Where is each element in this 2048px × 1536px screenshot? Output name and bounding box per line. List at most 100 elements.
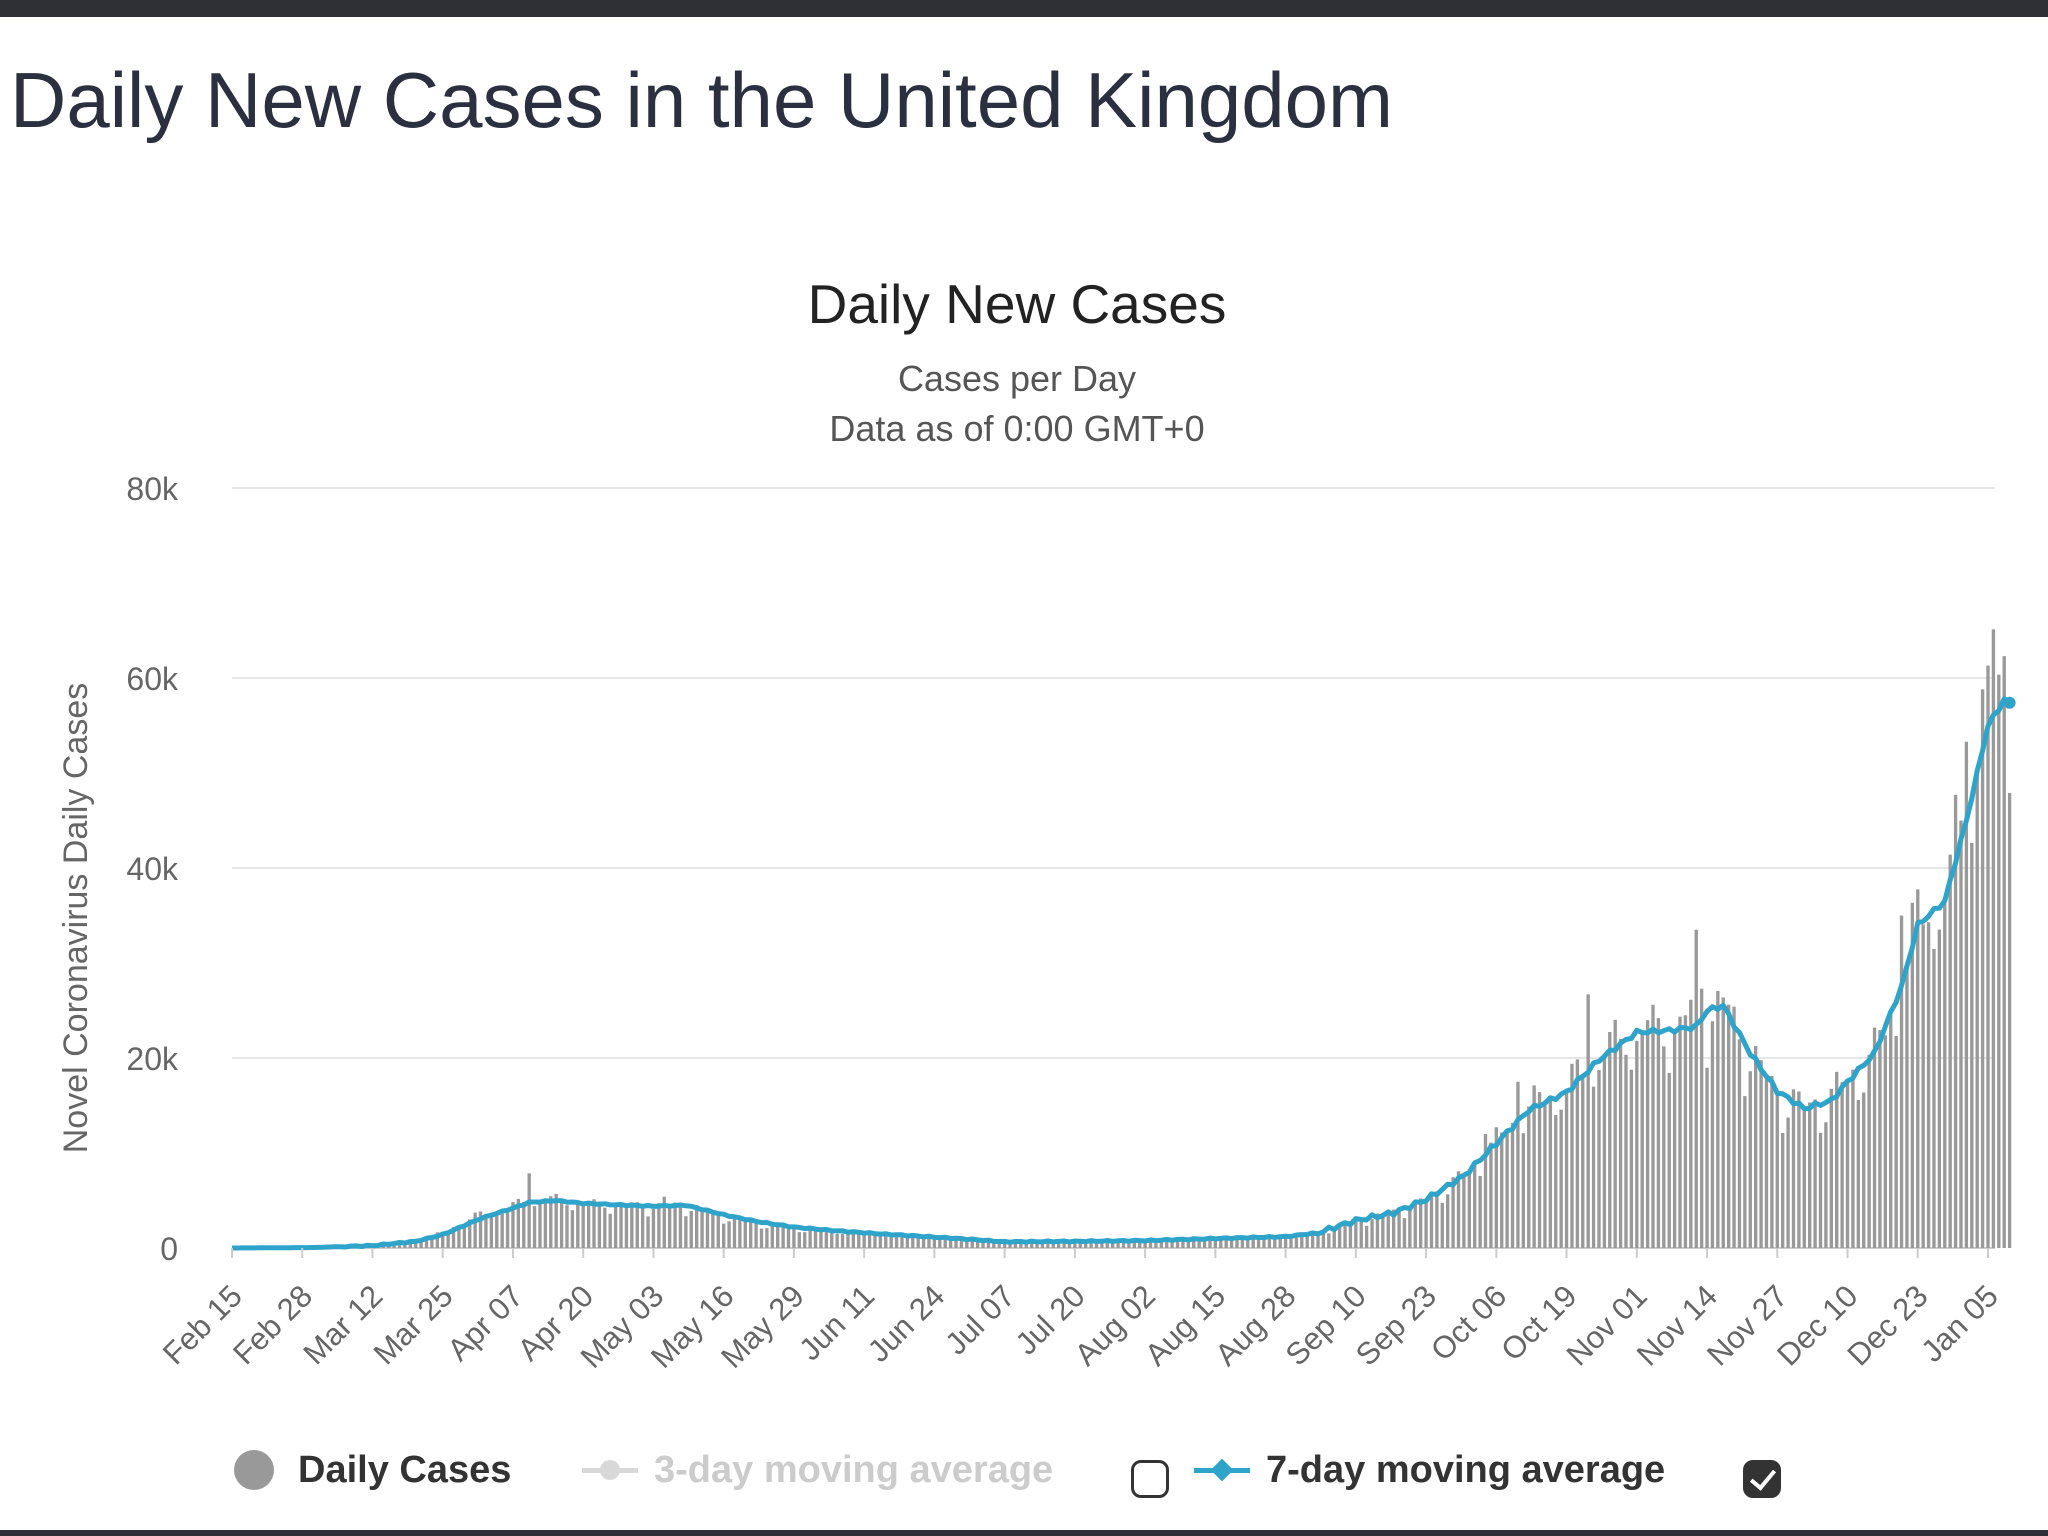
- daily-case-bar: [1564, 1091, 1569, 1248]
- daily-case-bar: [554, 1193, 558, 1248]
- daily-case-bar: [997, 1240, 1001, 1248]
- daily-case-bar: [1224, 1238, 1228, 1248]
- daily-case-bar: [489, 1212, 494, 1248]
- daily-case-bar: [786, 1228, 791, 1248]
- daily-case-bar: [992, 1241, 996, 1248]
- daily-case-bar: [1132, 1240, 1136, 1248]
- daily-case-bar: [705, 1211, 710, 1248]
- daily-case-bar: [538, 1202, 542, 1248]
- legend-daily-cases[interactable]: Daily Cases: [234, 1440, 511, 1500]
- daily-case-bar: [684, 1216, 688, 1248]
- daily-case-bar: [1051, 1240, 1055, 1248]
- daily-case-bar: [1364, 1225, 1369, 1248]
- daily-case-bar: [586, 1202, 591, 1248]
- daily-case-bar: [1721, 997, 1725, 1248]
- daily-case-bar: [1321, 1232, 1326, 1248]
- daily-case-bar: [1813, 1099, 1817, 1248]
- daily-case-bar: [1489, 1142, 1493, 1248]
- daily-case-bar: [1986, 665, 1990, 1248]
- daily-case-bar: [1256, 1237, 1261, 1248]
- daily-case-bar: [1084, 1241, 1088, 1248]
- daily-case-bar: [1111, 1240, 1115, 1248]
- daily-case-bar: [527, 1173, 531, 1248]
- x-tick-label: Jun 24: [861, 1278, 952, 1369]
- daily-case-bar: [1078, 1240, 1082, 1248]
- daily-case-bar: [1948, 854, 1952, 1248]
- daily-case-bar: [1435, 1191, 1439, 1248]
- daily-case-bar: [824, 1231, 829, 1248]
- daily-case-bar: [1332, 1228, 1336, 1248]
- daily-case-bar: [1283, 1237, 1288, 1248]
- daily-case-bar: [457, 1228, 461, 1248]
- legend-3-day-average[interactable]: 3-day moving average: [582, 1440, 1053, 1500]
- daily-case-bar: [1656, 1018, 1661, 1248]
- daily-case-bar: [1835, 1071, 1839, 1248]
- daily-case-bar: [1116, 1240, 1120, 1248]
- daily-case-bar: [1786, 1117, 1790, 1248]
- daily-case-bar: [1753, 1046, 1758, 1248]
- daily-case-bar: [770, 1224, 774, 1248]
- daily-case-bar: [1375, 1213, 1380, 1248]
- daily-cases-bars: [235, 629, 2012, 1248]
- toggle-7-day-average-checkbox[interactable]: [1743, 1460, 1781, 1498]
- daily-case-bar: [894, 1233, 899, 1248]
- daily-case-bar: [1851, 1069, 1855, 1248]
- daily-case-bar: [1602, 1056, 1607, 1248]
- daily-case-bar: [759, 1228, 764, 1248]
- daily-case-bar: [1629, 1069, 1634, 1248]
- daily-case-bar: [559, 1199, 564, 1248]
- daily-case-bar: [1462, 1175, 1466, 1248]
- y-tick-label: 80k: [126, 471, 179, 507]
- daily-case-bar: [808, 1229, 812, 1248]
- daily-case-bar: [1067, 1242, 1072, 1248]
- daily-case-bar: [1391, 1209, 1396, 1248]
- daily-case-bar: [1926, 922, 1931, 1248]
- daily-case-bar: [1699, 988, 1704, 1248]
- daily-case-bar: [1964, 741, 1969, 1248]
- daily-case-bar: [543, 1200, 548, 1248]
- chart-legend: Daily Cases 3-day moving average 7-day m…: [0, 1440, 2048, 1510]
- daily-case-bar: [911, 1238, 915, 1248]
- daily-case-bar: [468, 1219, 472, 1248]
- daily-case-bar: [565, 1205, 569, 1248]
- daily-case-bar: [1943, 899, 1947, 1248]
- daily-case-bar: [1705, 1067, 1709, 1248]
- daily-case-bar: [1802, 1107, 1806, 1248]
- x-tick-label: Sep 23: [1349, 1278, 1443, 1372]
- daily-case-bar: [435, 1232, 439, 1248]
- x-tick-label: Jul 07: [938, 1278, 1021, 1361]
- daily-case-bar: [619, 1203, 623, 1248]
- daily-case-bar: [1824, 1122, 1828, 1248]
- daily-case-bar: [549, 1196, 553, 1248]
- x-tick-label: Mar 12: [296, 1278, 389, 1371]
- daily-case-bar: [781, 1226, 785, 1248]
- daily-case-bar: [1494, 1127, 1498, 1248]
- x-tick-label: Oct 06: [1424, 1278, 1513, 1367]
- daily-case-bar: [1862, 1092, 1866, 1248]
- daily-case-bar: [835, 1233, 839, 1248]
- daily-case-bar: [1159, 1239, 1164, 1248]
- legend-7-day-average[interactable]: 7-day moving average: [1194, 1440, 1665, 1500]
- y-tick-label: 60k: [126, 661, 179, 697]
- daily-case-bar: [738, 1216, 742, 1248]
- daily-case-bar: [1845, 1081, 1850, 1248]
- toggle-3-day-average-checkbox[interactable]: [1131, 1460, 1169, 1498]
- daily-case-bar: [1040, 1241, 1045, 1248]
- daily-case-bar: [1667, 1072, 1671, 1248]
- daily-case-bar: [1451, 1177, 1455, 1248]
- daily-case-bar: [819, 1229, 823, 1248]
- daily-case-bar: [441, 1231, 445, 1248]
- daily-case-bar: [635, 1202, 639, 1248]
- line-diamond-icon: [1194, 1450, 1250, 1490]
- daily-case-bar: [1154, 1239, 1158, 1248]
- daily-case-bar: [727, 1221, 731, 1248]
- daily-case-bar: [1905, 967, 1909, 1248]
- daily-case-bar: [1013, 1241, 1018, 1248]
- daily-case-bar: [722, 1223, 726, 1248]
- daily-case-bar: [1127, 1240, 1131, 1248]
- daily-case-bar: [732, 1215, 737, 1248]
- y-tick-label: 0: [160, 1231, 178, 1267]
- daily-case-bar: [792, 1228, 796, 1248]
- daily-case-bar: [446, 1230, 450, 1248]
- daily-case-bar: [840, 1233, 845, 1248]
